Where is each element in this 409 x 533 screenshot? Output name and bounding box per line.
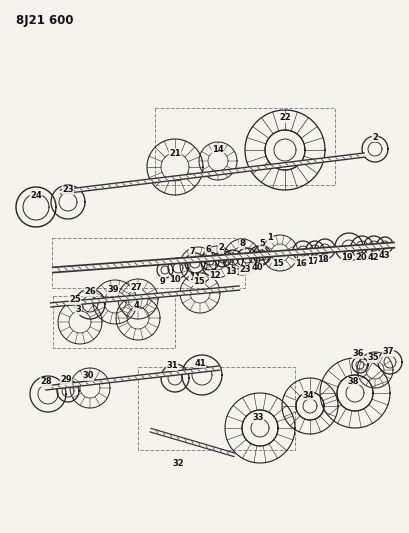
Text: 11: 11 — [189, 273, 201, 282]
Text: 12: 12 — [209, 271, 221, 279]
Text: 36: 36 — [352, 350, 364, 359]
Text: 33: 33 — [252, 414, 264, 423]
Text: 15: 15 — [272, 260, 284, 269]
Text: 21: 21 — [169, 149, 181, 157]
Text: 17: 17 — [307, 256, 319, 265]
Text: 23: 23 — [239, 265, 251, 274]
Text: 29: 29 — [60, 376, 72, 384]
Text: 2: 2 — [372, 133, 378, 141]
Text: 8: 8 — [239, 239, 245, 248]
Text: 19: 19 — [341, 254, 353, 262]
Text: 24: 24 — [30, 190, 42, 199]
Text: 22: 22 — [279, 114, 291, 123]
Text: 16: 16 — [295, 259, 307, 268]
Text: 28: 28 — [40, 377, 52, 386]
Text: 10: 10 — [169, 276, 181, 285]
Text: 40: 40 — [251, 263, 263, 272]
Text: 34: 34 — [302, 391, 314, 400]
Text: 9: 9 — [160, 277, 166, 286]
Text: 2: 2 — [218, 244, 224, 253]
Text: 18: 18 — [317, 255, 329, 264]
Text: 30: 30 — [82, 372, 94, 381]
Text: 43: 43 — [378, 252, 390, 261]
Text: 4: 4 — [133, 302, 139, 311]
Text: 23: 23 — [62, 185, 74, 195]
Text: 32: 32 — [172, 458, 184, 467]
Text: 41: 41 — [194, 359, 206, 367]
Text: 3: 3 — [75, 305, 81, 314]
Text: 7: 7 — [189, 246, 195, 255]
Text: 20: 20 — [355, 254, 367, 262]
Text: 27: 27 — [130, 282, 142, 292]
Text: 15: 15 — [193, 277, 205, 286]
Text: 26: 26 — [84, 287, 96, 296]
Text: 31: 31 — [166, 361, 178, 370]
Text: 14: 14 — [212, 144, 224, 154]
Text: 38: 38 — [347, 377, 359, 386]
Text: 1: 1 — [267, 233, 273, 243]
Text: 42: 42 — [367, 253, 379, 262]
Text: 8J21 600: 8J21 600 — [16, 14, 74, 27]
Text: 25: 25 — [69, 295, 81, 304]
Text: 5: 5 — [259, 239, 265, 248]
Text: 37: 37 — [382, 348, 394, 357]
Text: 35: 35 — [367, 353, 379, 362]
Text: 39: 39 — [107, 286, 119, 295]
Text: 6: 6 — [205, 245, 211, 254]
Text: 13: 13 — [225, 268, 237, 277]
